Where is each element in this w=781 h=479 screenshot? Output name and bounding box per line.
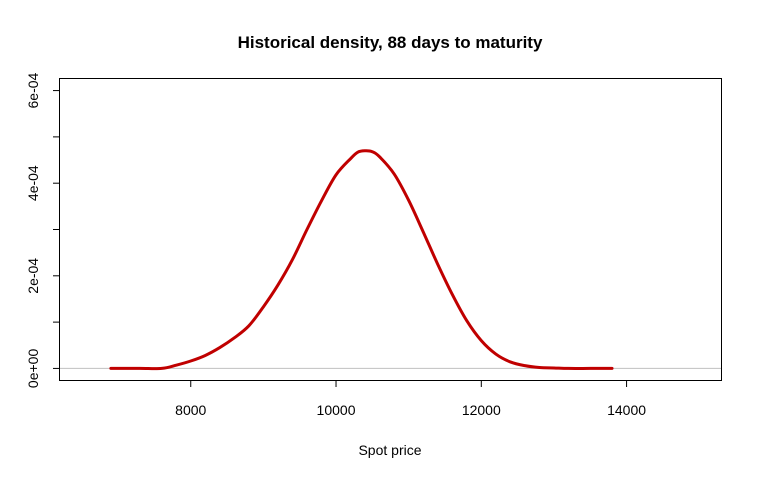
x-axis-label: Spot price	[358, 442, 421, 458]
x-tick-label: 8000	[175, 402, 206, 418]
y-axis: 0e+00 2e-04 4e-04 6e-04	[25, 72, 60, 388]
y-tick-label: 0e+00	[25, 349, 41, 389]
density-curve	[109, 149, 614, 371]
y-tick-label: 6e-04	[25, 72, 41, 108]
plot-frame	[59, 78, 722, 381]
y-tick-label: 4e-04	[25, 165, 41, 201]
y-tick-label: 2e-04	[25, 258, 41, 294]
x-tick-label: 10000	[317, 402, 356, 418]
x-axis: 8000 10000 12000 14000	[175, 380, 646, 418]
x-tick-label: 14000	[607, 402, 646, 418]
chart-title: Historical density, 88 days to maturity	[238, 33, 543, 52]
x-tick-label: 12000	[462, 402, 501, 418]
